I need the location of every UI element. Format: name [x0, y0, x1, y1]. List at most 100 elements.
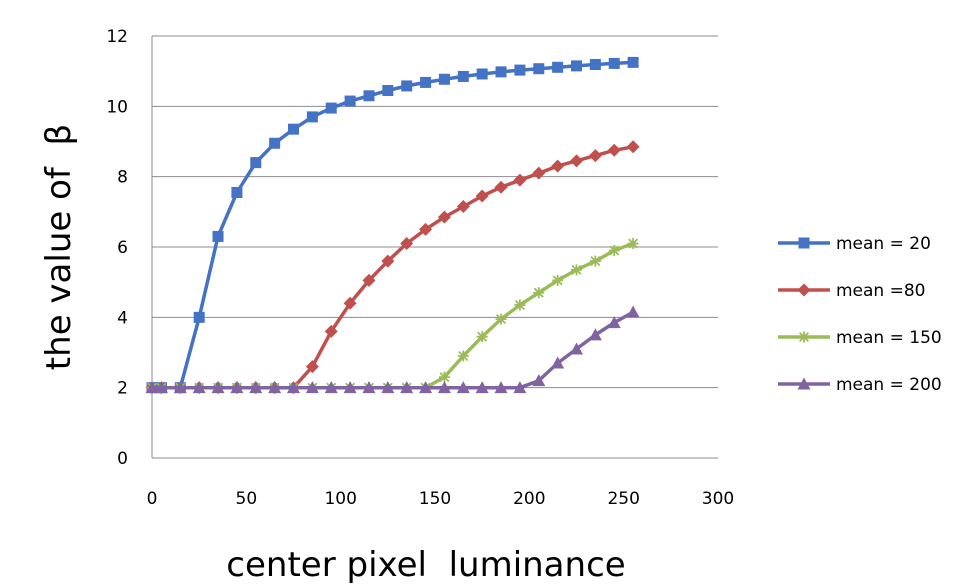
- data-point-marker: [344, 95, 356, 107]
- data-point-marker: [231, 186, 243, 198]
- x-tick-label: 200: [513, 489, 545, 509]
- series-line: [150, 145, 635, 390]
- data-point-marker: [457, 350, 469, 362]
- legend-entry: mean = 150: [778, 328, 942, 348]
- data-point-marker: [552, 274, 564, 286]
- data-point-marker: [513, 173, 527, 187]
- data-point-marker: [475, 189, 489, 203]
- data-point-marker: [419, 381, 433, 394]
- data-point-marker: [305, 381, 319, 394]
- data-point-marker: [514, 299, 526, 311]
- legend-label: mean = 150: [836, 328, 942, 348]
- data-point-marker: [381, 254, 395, 268]
- data-point-marker: [552, 61, 564, 73]
- data-point-marker: [438, 73, 450, 85]
- data-point-marker: [381, 381, 395, 394]
- data-point-marker: [514, 64, 526, 76]
- data-point-marker: [533, 287, 545, 299]
- y-tick-label: 0: [117, 449, 128, 469]
- data-point-marker: [626, 305, 640, 318]
- data-point-marker: [288, 123, 299, 135]
- data-point-marker: [250, 157, 262, 169]
- data-point-marker: [401, 80, 413, 92]
- series-line: [150, 60, 635, 390]
- data-point-marker: [173, 381, 187, 394]
- data-point-marker: [438, 371, 450, 383]
- data-point-marker: [419, 222, 433, 236]
- data-point-marker: [343, 381, 357, 394]
- data-point-marker: [192, 381, 206, 394]
- data-point-marker: [495, 313, 507, 325]
- data-point-marker: [797, 377, 811, 390]
- data-point-marker: [154, 381, 168, 394]
- data-point-marker: [494, 180, 508, 194]
- data-point-marker: [476, 331, 488, 343]
- data-point-marker: [287, 381, 300, 394]
- data-point-marker: [627, 237, 639, 249]
- x-tick-label: 250: [607, 489, 639, 509]
- data-point-marker: [494, 381, 508, 394]
- legend-label: mean = 200: [836, 375, 942, 395]
- legend-entry: mean = 200: [778, 375, 942, 395]
- data-point-marker: [382, 85, 394, 97]
- y-tick-label: 4: [117, 308, 128, 328]
- data-point-marker: [400, 381, 414, 394]
- legend-label: mean = 20: [836, 234, 931, 254]
- legend: mean = 20 mean =80 mean = 150 mean = 200: [778, 234, 942, 395]
- data-point-marker: [475, 381, 489, 394]
- y-tick-label: 10: [106, 97, 128, 117]
- data-point-marker: [608, 245, 620, 257]
- data-point-marker: [570, 342, 583, 355]
- data-point-marker: [437, 210, 451, 224]
- data-point-marker: [362, 273, 376, 287]
- data-series: [145, 56, 640, 395]
- tick-labels: 0 2 4 6 8 10 12 0 50 100 150 200 250 300: [106, 27, 734, 509]
- data-point-marker: [589, 255, 601, 267]
- data-point-marker: [532, 374, 546, 387]
- legend-label: mean =80: [836, 281, 926, 301]
- data-point-marker: [627, 56, 639, 68]
- data-point-marker: [456, 381, 470, 394]
- data-point-marker: [513, 381, 527, 394]
- data-point-marker: [532, 166, 546, 180]
- data-point-marker: [437, 381, 451, 394]
- data-point-marker: [420, 76, 432, 88]
- data-point-marker: [570, 154, 583, 168]
- data-point-marker: [363, 90, 375, 102]
- legend-entry: mean = 20: [778, 234, 931, 254]
- series-line: [150, 310, 635, 390]
- data-point-marker: [798, 331, 810, 343]
- y-tick-label: 12: [106, 27, 128, 47]
- data-point-marker: [268, 381, 282, 394]
- data-point-marker: [495, 66, 507, 78]
- legend-entry: mean =80: [778, 281, 926, 301]
- series-1: [146, 56, 639, 394]
- data-point-marker: [324, 324, 338, 338]
- data-point-marker: [626, 140, 640, 154]
- data-point-marker: [588, 328, 602, 341]
- data-point-marker: [343, 296, 357, 310]
- data-point-marker: [589, 58, 601, 70]
- data-point-marker: [798, 237, 810, 249]
- x-tick-label: 50: [236, 489, 258, 509]
- data-point-marker: [211, 381, 225, 394]
- data-point-marker: [607, 316, 621, 329]
- data-point-marker: [325, 102, 337, 114]
- y-axis-title: the value of β: [39, 124, 79, 370]
- x-tick-label: 100: [324, 489, 356, 509]
- data-point-marker: [797, 283, 811, 297]
- x-axis-title: center pixel luminance: [226, 545, 625, 585]
- x-tick-label: 300: [702, 489, 734, 509]
- gridlines: [152, 35, 718, 389]
- data-point-marker: [476, 68, 488, 80]
- data-point-marker: [608, 57, 620, 69]
- y-tick-label: 6: [117, 238, 128, 258]
- data-point-marker: [588, 149, 602, 163]
- data-point-marker: [230, 381, 244, 394]
- data-point-marker: [193, 311, 205, 323]
- data-point-marker: [456, 200, 470, 214]
- y-tick-label: 2: [117, 379, 128, 399]
- data-point-marker: [212, 230, 224, 242]
